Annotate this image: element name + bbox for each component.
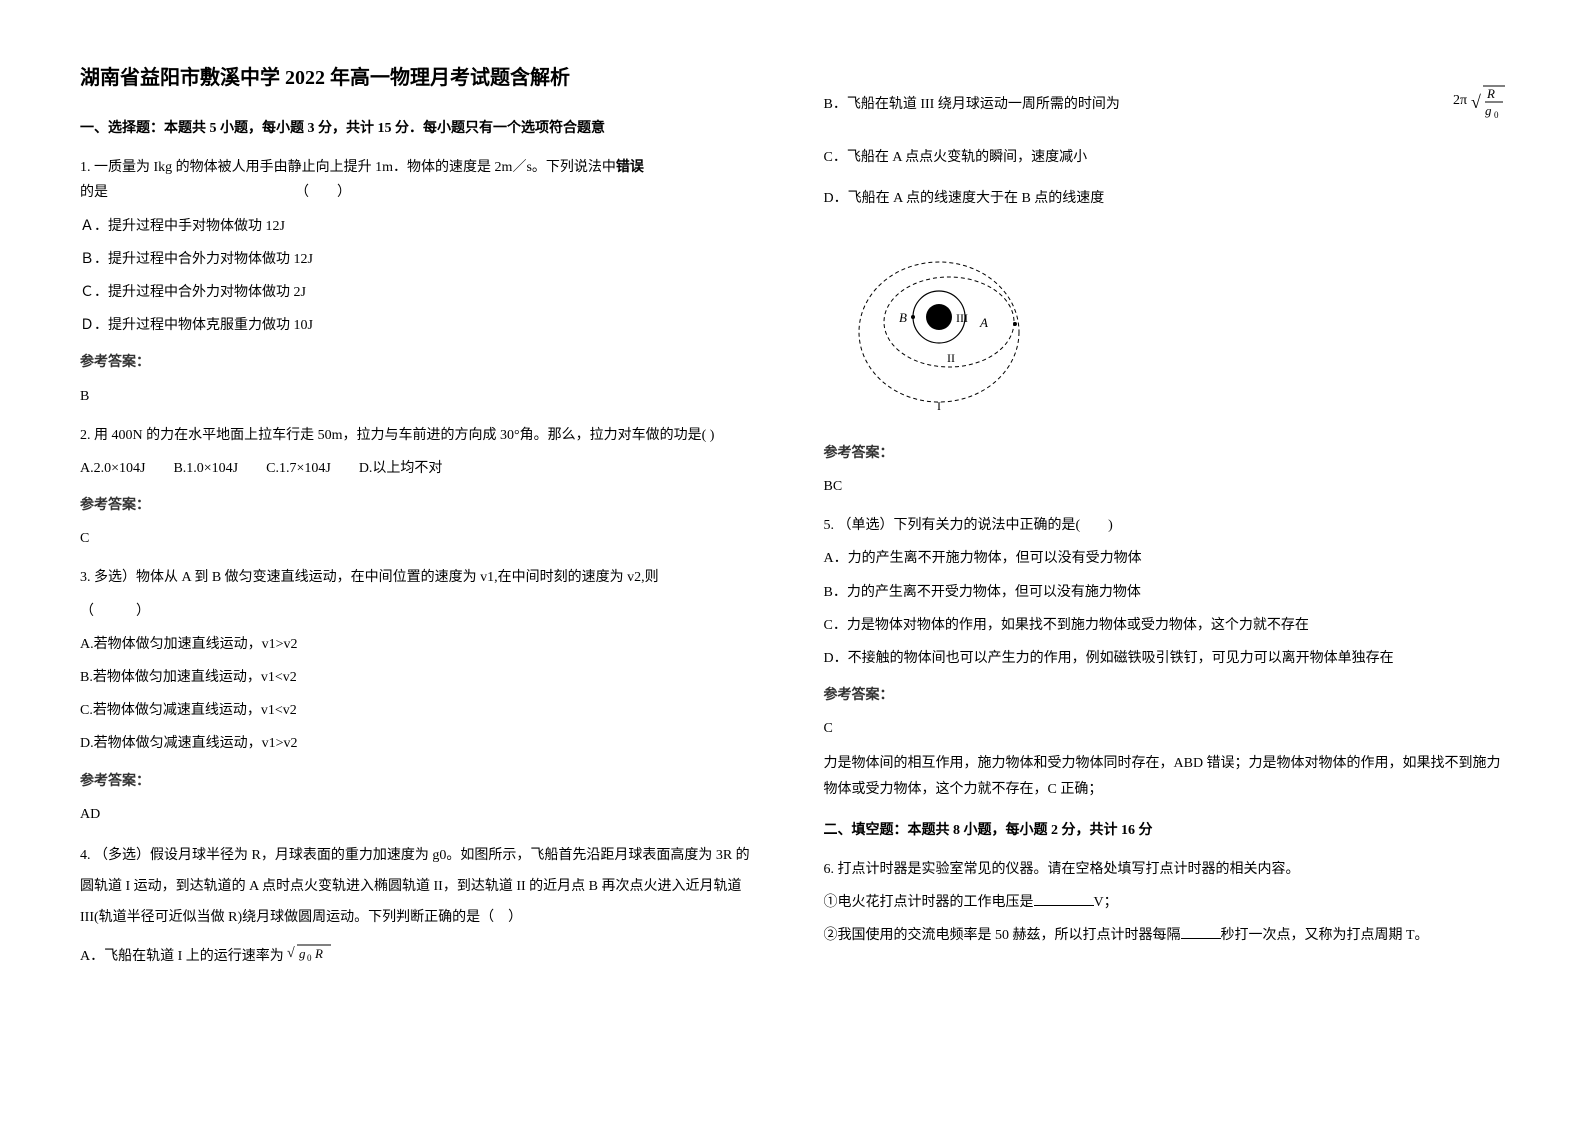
q1-stem-pre: 1. 一质量为 Ikg 的物体被人用手由静止向上提升 1m．物体的速度是 2m／… — [80, 160, 616, 175]
left-column: 湖南省益阳市敷溪中学 2022 年高一物理月考试题含解析 一、选择题：本题共 5… — [80, 60, 764, 977]
svg-text:√: √ — [287, 946, 295, 961]
document-title: 湖南省益阳市敷溪中学 2022 年高一物理月考试题含解析 — [80, 60, 764, 96]
q1-option-b: Ｂ．提升过程中合外力对物体做功 12J — [80, 247, 764, 272]
svg-text:0: 0 — [307, 953, 312, 963]
q6-sub2-pre: ②我国使用的交流电频率是 50 赫兹，所以打点计时器每隔 — [824, 928, 1181, 943]
point-a-dot — [1013, 322, 1017, 326]
q4-diagram: B A III II I — [844, 232, 1508, 421]
q3-option-b: B.若物体做匀加速直线运动，v1<v2 — [80, 665, 764, 690]
svg-text:2π: 2π — [1453, 93, 1467, 108]
q5-option-d: D．不接触的物体间也可以产生力的作用，例如磁铁吸引铁钉，可见力可以离开物体单独存… — [824, 646, 1508, 671]
q3-answer-label: 参考答案： — [80, 769, 764, 794]
q1-stem-post: 的是 — [80, 185, 108, 200]
q5-answer: C — [824, 716, 1508, 741]
q4-optA-pre: A．飞船在轨道 I 上的运行速率为 — [80, 949, 284, 964]
q6-sub2: ②我国使用的交流电频率是 50 赫兹，所以打点计时器每隔 秒打一次点，又称为打点周… — [824, 923, 1508, 948]
q1-answer: B — [80, 384, 764, 409]
q4-optB-pre: B．飞船在轨道 III 绕月球运动一周所需的时间为 — [824, 92, 1120, 117]
q3-answer: AD — [80, 802, 764, 827]
q3-option-a: A.若物体做匀加速直线运动，v1>v2 — [80, 632, 764, 657]
svg-text:R: R — [314, 946, 323, 961]
q4-option-a: A．飞船在轨道 I 上的运行速率为 √ g 0 R — [80, 941, 764, 972]
q1-answer-label: 参考答案： — [80, 350, 764, 375]
q6-blank-2 — [1181, 925, 1221, 939]
q6-blank-1 — [1034, 892, 1094, 906]
q6-sub1-pre: ①电火花打点计时器的工作电压是 — [824, 895, 1034, 910]
page-container: 湖南省益阳市敷溪中学 2022 年高一物理月考试题含解析 一、选择题：本题共 5… — [80, 60, 1507, 977]
right-column: B．飞船在轨道 III 绕月球运动一周所需的时间为 2π √ R g 0 C．飞… — [824, 60, 1508, 977]
q4-option-d: D．飞船在 A 点的线速度大于在 B 点的线速度 — [824, 186, 1508, 211]
q1-option-d: Ｄ．提升过程中物体克服重力做功 10J — [80, 313, 764, 338]
question-5-stem: 5. （单选）下列有关力的说法中正确的是( ) — [824, 513, 1508, 538]
q5-option-c: C．力是物体对物体的作用，如果找不到施力物体或受力物体，这个力就不存在 — [824, 613, 1508, 638]
q1-option-c: Ｃ．提升过程中合外力对物体做功 2J — [80, 280, 764, 305]
q2-answer: C — [80, 526, 764, 551]
q5-explanation: 力是物体间的相互作用，施力物体和受力物体同时存在，ABD 错误；力是物体对物体的… — [824, 751, 1508, 801]
question-4-stem: 4. （多选）假设月球半径为 R，月球表面的重力加速度为 g0。如图所示，飞船首… — [80, 841, 764, 933]
moon-circle — [926, 304, 952, 330]
svg-text:g: g — [1485, 103, 1492, 118]
label-b: B — [899, 310, 907, 325]
q4-optB-formula: 2π √ R g 0 — [1453, 80, 1507, 129]
section-2-heading: 二、填空题：本题共 8 小题，每小题 2 分，共计 16 分 — [824, 818, 1508, 843]
label-ii: II — [947, 351, 955, 365]
question-2-stem: 2. 用 400N 的力在水平地面上拉车行走 50m，拉力与车前进的方向成 30… — [80, 423, 764, 448]
q1-stem-bold: 错误 — [616, 160, 644, 175]
q6-sub2-post: 秒打一次点，又称为打点周期 T。 — [1221, 928, 1429, 943]
label-iii: III — [956, 311, 968, 325]
q3-paren: （ ） — [80, 599, 764, 624]
orbit-1-ellipse — [859, 262, 1019, 402]
q6-sub1: ①电火花打点计时器的工作电压是 V； — [824, 890, 1508, 915]
label-i: I — [937, 399, 941, 412]
q4-answer-label: 参考答案： — [824, 441, 1508, 466]
q2-answer-label: 参考答案： — [80, 493, 764, 518]
q3-option-c: C.若物体做匀减速直线运动，v1<v2 — [80, 698, 764, 723]
q1-option-a: Ａ．提升过程中手对物体做功 12J — [80, 214, 764, 239]
q5-option-a: A．力的产生离不开施力物体，但可以没有受力物体 — [824, 546, 1508, 571]
q4-answer: BC — [824, 474, 1508, 499]
svg-text:g: g — [299, 946, 306, 961]
q5-option-b: B．力的产生离不开受力物体，但可以没有施力物体 — [824, 580, 1508, 605]
question-6-stem: 6. 打点计时器是实验室常见的仪器。请在空格处填写打点计时器的相关内容。 — [824, 857, 1508, 882]
section-1-heading: 一、选择题：本题共 5 小题，每小题 3 分，共计 15 分．每小题只有一个选项… — [80, 116, 764, 141]
question-3-stem: 3. 多选）物体从 A 到 B 做匀变速直线运动，在中间位置的速度为 v1,在中… — [80, 565, 764, 590]
point-b-dot — [911, 315, 915, 319]
svg-text:0: 0 — [1494, 110, 1499, 120]
svg-text:√: √ — [1471, 92, 1481, 112]
q4-option-c: C．飞船在 A 点点火变轨的瞬间，速度减小 — [824, 145, 1508, 170]
q4-optA-formula: √ g 0 R — [287, 941, 333, 972]
q4-option-b: B．飞船在轨道 III 绕月球运动一周所需的时间为 2π √ R g 0 — [824, 80, 1508, 129]
q2-options-line: A.2.0×104J B.1.0×104J C.1.7×104J D.以上均不对 — [80, 456, 764, 481]
q3-option-d: D.若物体做匀减速直线运动，v1>v2 — [80, 731, 764, 756]
q6-sub1-unit: V； — [1094, 895, 1118, 910]
question-1-stem: 1. 一质量为 Ikg 的物体被人用手由静止向上提升 1m．物体的速度是 2m／… — [80, 155, 764, 205]
q5-answer-label: 参考答案： — [824, 683, 1508, 708]
svg-text:R: R — [1486, 86, 1495, 101]
q1-paren: （ ） — [295, 185, 351, 200]
label-a: A — [979, 315, 988, 330]
